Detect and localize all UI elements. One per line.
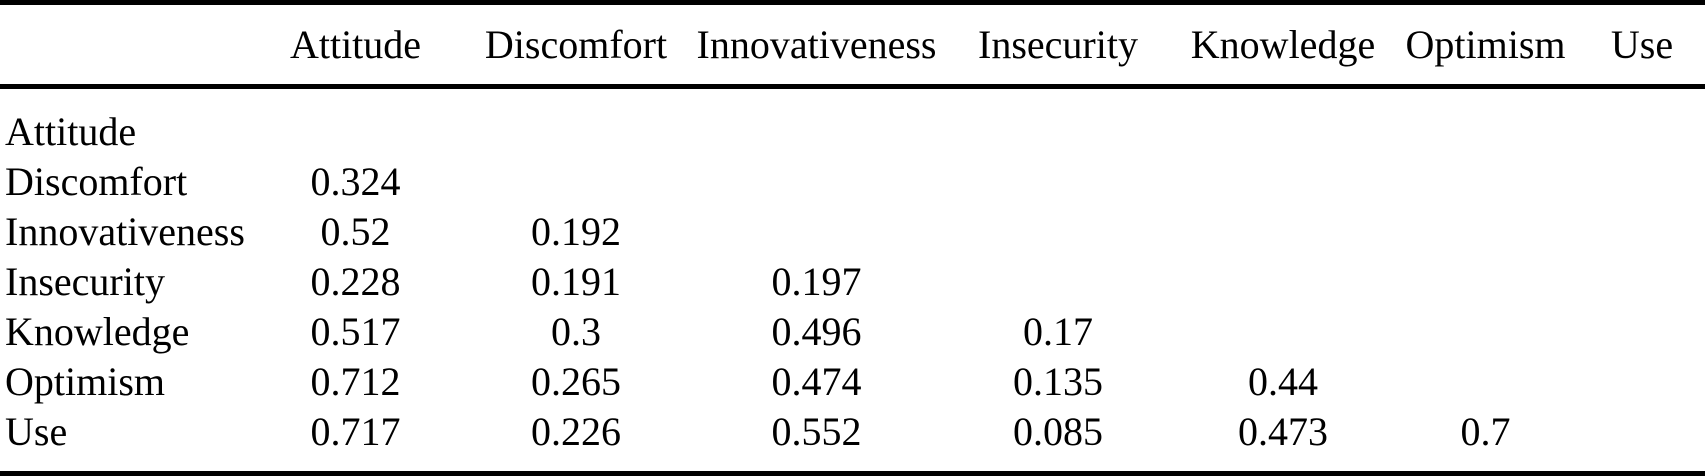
column-header-knowledge: Knowledge bbox=[1174, 2, 1392, 89]
empty-cell bbox=[1174, 207, 1392, 257]
column-header-optimism: Optimism bbox=[1392, 2, 1579, 89]
empty-cell bbox=[942, 207, 1174, 257]
empty-cell bbox=[1579, 307, 1705, 357]
empty-cell bbox=[691, 207, 942, 257]
row-label: Use bbox=[5, 409, 68, 454]
empty-cell bbox=[1579, 207, 1705, 257]
value-cell: 0.265 bbox=[531, 359, 621, 404]
table-row-use: Use 0.717 0.226 0.552 0.085 0.473 0.7 bbox=[0, 407, 1705, 474]
empty-cell bbox=[1392, 307, 1579, 357]
empty-cell bbox=[1392, 207, 1579, 257]
value-cell: 0.474 bbox=[771, 359, 862, 404]
value-cell: 0.552 bbox=[771, 409, 862, 454]
value-cell: 0.17 bbox=[1023, 309, 1093, 354]
empty-cell bbox=[942, 87, 1174, 158]
empty-cell bbox=[1174, 87, 1392, 158]
empty-cell bbox=[1579, 407, 1705, 474]
value-cell: 0.44 bbox=[1248, 359, 1318, 404]
value-cell: 0.085 bbox=[1013, 409, 1103, 454]
row-label: Attitude bbox=[5, 109, 137, 154]
empty-cell bbox=[250, 87, 461, 158]
value-cell: 0.496 bbox=[771, 309, 862, 354]
row-label: Insecurity bbox=[5, 259, 165, 304]
empty-cell bbox=[1392, 157, 1579, 207]
table-row-innovativeness: Innovativeness 0.52 0.192 bbox=[0, 207, 1705, 257]
row-label: Discomfort bbox=[5, 159, 188, 204]
empty-cell bbox=[461, 157, 691, 207]
column-header-discomfort: Discomfort bbox=[461, 2, 691, 89]
empty-cell bbox=[691, 87, 942, 158]
value-cell: 0.324 bbox=[310, 159, 401, 204]
value-cell: 0.517 bbox=[310, 309, 401, 354]
column-header-innovativeness: Innovativeness bbox=[691, 2, 942, 89]
value-cell: 0.192 bbox=[531, 209, 621, 254]
corner-header-cell bbox=[0, 2, 250, 89]
empty-cell bbox=[942, 157, 1174, 207]
empty-cell bbox=[1174, 257, 1392, 307]
table-row-knowledge: Knowledge 0.517 0.3 0.496 0.17 bbox=[0, 307, 1705, 357]
table-body: Attitude Discomfort 0.324 Innovativeness 0.5… bbox=[0, 87, 1705, 474]
table-row-discomfort: Discomfort 0.324 bbox=[0, 157, 1705, 207]
empty-cell bbox=[1392, 87, 1579, 158]
row-label: Optimism bbox=[5, 359, 166, 404]
empty-cell bbox=[1579, 257, 1705, 307]
empty-cell bbox=[1579, 357, 1705, 407]
row-label: Innovativeness bbox=[5, 209, 245, 254]
empty-cell bbox=[691, 157, 942, 207]
table-row-optimism: Optimism 0.712 0.265 0.474 0.135 0.44 bbox=[0, 357, 1705, 407]
value-cell: 0.226 bbox=[531, 409, 621, 454]
column-header-use: Use bbox=[1579, 2, 1705, 89]
empty-cell bbox=[1392, 357, 1579, 407]
empty-cell bbox=[1579, 87, 1705, 158]
value-cell: 0.473 bbox=[1238, 409, 1328, 454]
value-cell: 0.135 bbox=[1013, 359, 1103, 404]
table-row-attitude: Attitude bbox=[0, 87, 1705, 158]
table-header: Attitude Discomfort Innovativeness Insecuri… bbox=[0, 2, 1705, 89]
column-header-insecurity: Insecurity bbox=[942, 2, 1174, 89]
empty-cell bbox=[1579, 157, 1705, 207]
empty-cell bbox=[1174, 307, 1392, 357]
value-cell: 0.717 bbox=[310, 409, 401, 454]
value-cell: 0.197 bbox=[771, 259, 862, 304]
header-row: Attitude Discomfort Innovativeness Insecuri… bbox=[0, 2, 1705, 89]
empty-cell bbox=[1174, 157, 1392, 207]
table-row-insecurity: Insecurity 0.228 0.191 0.197 bbox=[0, 257, 1705, 307]
value-cell: 0.712 bbox=[310, 359, 401, 404]
empty-cell bbox=[461, 87, 691, 158]
value-cell: 0.7 bbox=[1460, 409, 1511, 454]
value-cell: 0.191 bbox=[531, 259, 621, 304]
value-cell: 0.228 bbox=[310, 259, 401, 304]
row-label: Knowledge bbox=[5, 309, 190, 354]
value-cell: 0.52 bbox=[320, 209, 391, 254]
value-cell: 0.3 bbox=[551, 309, 601, 354]
column-header-attitude: Attitude bbox=[250, 2, 461, 89]
empty-cell bbox=[1392, 257, 1579, 307]
empty-cell bbox=[942, 257, 1174, 307]
